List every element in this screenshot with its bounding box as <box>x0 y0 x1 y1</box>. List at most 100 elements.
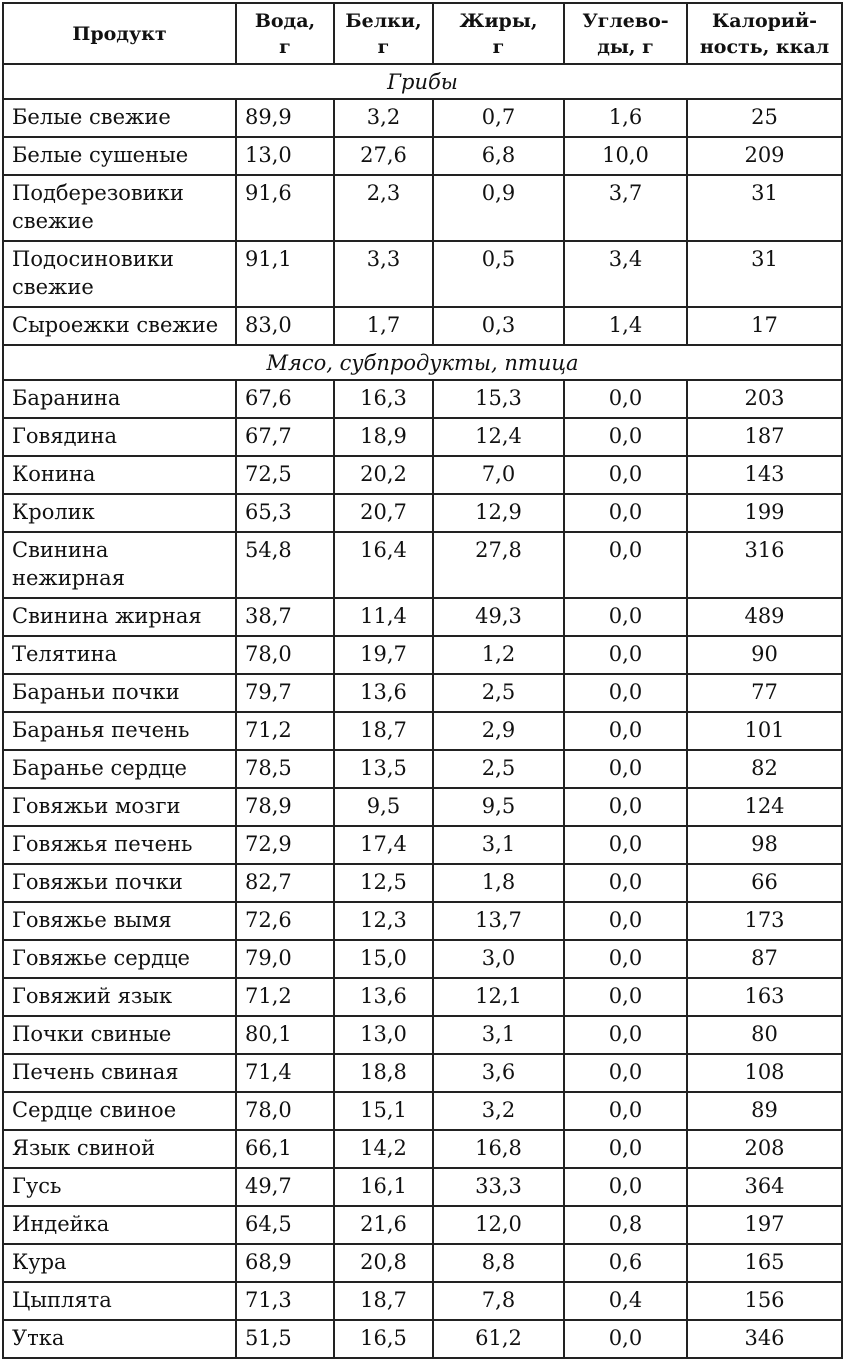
protein-cell: 2,3 <box>333 174 434 242</box>
carbs-cell: 0,0 <box>563 977 688 1017</box>
protein-cell: 21,6 <box>333 1205 434 1245</box>
fat-cell: 0,5 <box>432 240 565 308</box>
fat-cell: 16,8 <box>432 1129 565 1169</box>
table-row: Бараньи почки 79,7 13,6 2,5 0,0 77 <box>2 673 843 713</box>
protein-cell: 15,0 <box>333 939 434 979</box>
water-cell: 91,1 <box>235 240 335 308</box>
water-cell: 67,7 <box>235 417 335 457</box>
water-cell: 71,3 <box>235 1281 335 1321</box>
water-cell: 13,0 <box>235 136 335 176</box>
product-name-cell: Свинина нежирная <box>2 531 237 599</box>
calories-cell: 364 <box>686 1167 843 1207</box>
carbs-cell: 0,0 <box>563 493 688 533</box>
protein-cell: 3,2 <box>333 98 434 138</box>
fat-cell: 2,5 <box>432 749 565 789</box>
table-row: Говяжьи почки 82,7 12,5 1,8 0,0 66 <box>2 863 843 903</box>
calories-cell: 209 <box>686 136 843 176</box>
water-cell: 80,1 <box>235 1015 335 1055</box>
calories-cell: 80 <box>686 1015 843 1055</box>
carbs-cell: 0,0 <box>563 379 688 419</box>
carbs-cell: 0,0 <box>563 635 688 675</box>
product-name-cell: Телятина <box>2 635 237 675</box>
carbs-cell: 0,0 <box>563 939 688 979</box>
protein-cell: 1,7 <box>333 306 434 346</box>
table-row: Подберезовики свежие 91,6 2,3 0,9 3,7 31 <box>2 174 843 242</box>
table-row: Говяжье вымя 72,6 12,3 13,7 0,0 173 <box>2 901 843 941</box>
carbs-cell: 0,0 <box>563 711 688 751</box>
product-name-cell: Печень свиная <box>2 1053 237 1093</box>
carbs-cell: 0,0 <box>563 1167 688 1207</box>
header-carbs: Углево-ды, г <box>563 2 688 65</box>
table-row: Язык свиной 66,1 14,2 16,8 0,0 208 <box>2 1129 843 1169</box>
carbs-cell: 3,4 <box>563 240 688 308</box>
fat-cell: 12,1 <box>432 977 565 1017</box>
protein-cell: 20,2 <box>333 455 434 495</box>
calories-cell: 77 <box>686 673 843 713</box>
water-cell: 66,1 <box>235 1129 335 1169</box>
carbs-cell: 0,0 <box>563 749 688 789</box>
carbs-cell: 1,6 <box>563 98 688 138</box>
protein-cell: 16,5 <box>333 1319 434 1359</box>
table-row: Гусь 49,7 16,1 33,3 0,0 364 <box>2 1167 843 1207</box>
product-name-cell: Кура <box>2 1243 237 1283</box>
water-cell: 89,9 <box>235 98 335 138</box>
product-name-cell: Белые свежие <box>2 98 237 138</box>
product-name-cell: Кролик <box>2 493 237 533</box>
carbs-cell: 0,8 <box>563 1205 688 1245</box>
calories-cell: 489 <box>686 597 843 637</box>
water-cell: 71,2 <box>235 977 335 1017</box>
calories-cell: 82 <box>686 749 843 789</box>
table-row: Говяжьи мозги 78,9 9,5 9,5 0,0 124 <box>2 787 843 827</box>
fat-cell: 33,3 <box>432 1167 565 1207</box>
calories-cell: 87 <box>686 939 843 979</box>
fat-cell: 9,5 <box>432 787 565 827</box>
product-name-cell: Говядина <box>2 417 237 457</box>
water-cell: 54,8 <box>235 531 335 599</box>
product-name-cell: Белые сушеные <box>2 136 237 176</box>
carbs-cell: 0,0 <box>563 1129 688 1169</box>
protein-cell: 18,9 <box>333 417 434 457</box>
header-product: Продукт <box>2 2 237 65</box>
table-row: Баранья печень 71,2 18,7 2,9 0,0 101 <box>2 711 843 751</box>
calories-cell: 203 <box>686 379 843 419</box>
calories-cell: 143 <box>686 455 843 495</box>
fat-cell: 12,4 <box>432 417 565 457</box>
carbs-cell: 1,4 <box>563 306 688 346</box>
fat-cell: 6,8 <box>432 136 565 176</box>
table-row: Индейка 64,5 21,6 12,0 0,8 197 <box>2 1205 843 1245</box>
calories-cell: 101 <box>686 711 843 751</box>
protein-cell: 17,4 <box>333 825 434 865</box>
protein-cell: 12,3 <box>333 901 434 941</box>
water-cell: 72,9 <box>235 825 335 865</box>
fat-cell: 3,2 <box>432 1091 565 1131</box>
fat-cell: 8,8 <box>432 1243 565 1283</box>
protein-cell: 16,3 <box>333 379 434 419</box>
water-cell: 72,6 <box>235 901 335 941</box>
table-row: Кролик 65,3 20,7 12,9 0,0 199 <box>2 493 843 533</box>
protein-cell: 27,6 <box>333 136 434 176</box>
calories-cell: 199 <box>686 493 843 533</box>
product-name-cell: Цыплята <box>2 1281 237 1321</box>
table-row: Кура 68,9 20,8 8,8 0,6 165 <box>2 1243 843 1283</box>
table-body: Грибы Белые свежие 89,9 3,2 0,7 1,6 25 Белые су… <box>2 63 843 1359</box>
table-row: Говядина 67,7 18,9 12,4 0,0 187 <box>2 417 843 457</box>
fat-cell: 12,0 <box>432 1205 565 1245</box>
product-name-cell: Гусь <box>2 1167 237 1207</box>
table-row: Подосиновики свежие 91,1 3,3 0,5 3,4 31 <box>2 240 843 308</box>
protein-cell: 13,0 <box>333 1015 434 1055</box>
table-row: Утка 51,5 16,5 61,2 0,0 346 <box>2 1319 843 1359</box>
fat-cell: 0,3 <box>432 306 565 346</box>
product-name-cell: Сердце свиное <box>2 1091 237 1131</box>
calories-cell: 89 <box>686 1091 843 1131</box>
fat-cell: 0,7 <box>432 98 565 138</box>
product-name-cell: Баранье сердце <box>2 749 237 789</box>
calories-cell: 108 <box>686 1053 843 1093</box>
product-name-cell: Говяжье сердце <box>2 939 237 979</box>
section-title: Мясо, субпродукты, птица <box>2 344 843 381</box>
calories-cell: 156 <box>686 1281 843 1321</box>
product-name-cell: Язык свиной <box>2 1129 237 1169</box>
calories-cell: 98 <box>686 825 843 865</box>
protein-cell: 11,4 <box>333 597 434 637</box>
fat-cell: 3,0 <box>432 939 565 979</box>
protein-cell: 13,6 <box>333 977 434 1017</box>
